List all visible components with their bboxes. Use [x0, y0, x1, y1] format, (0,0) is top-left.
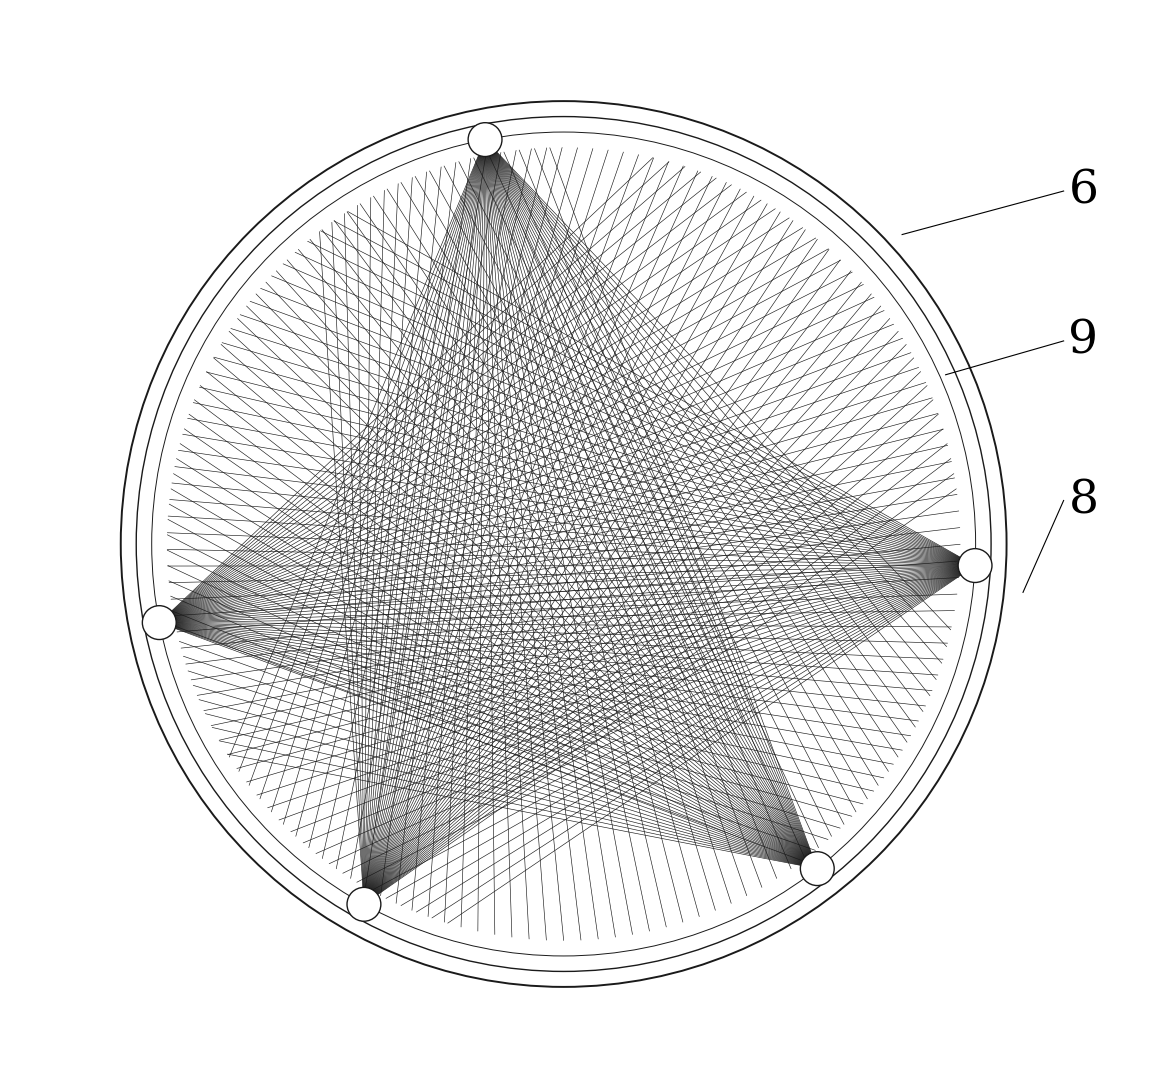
Text: 9: 9: [1068, 319, 1098, 363]
Circle shape: [347, 888, 381, 922]
Circle shape: [958, 548, 992, 582]
Circle shape: [800, 852, 834, 886]
Text: 8: 8: [1068, 478, 1098, 523]
Circle shape: [468, 123, 503, 157]
Circle shape: [142, 606, 176, 640]
Text: 6: 6: [1068, 169, 1098, 213]
